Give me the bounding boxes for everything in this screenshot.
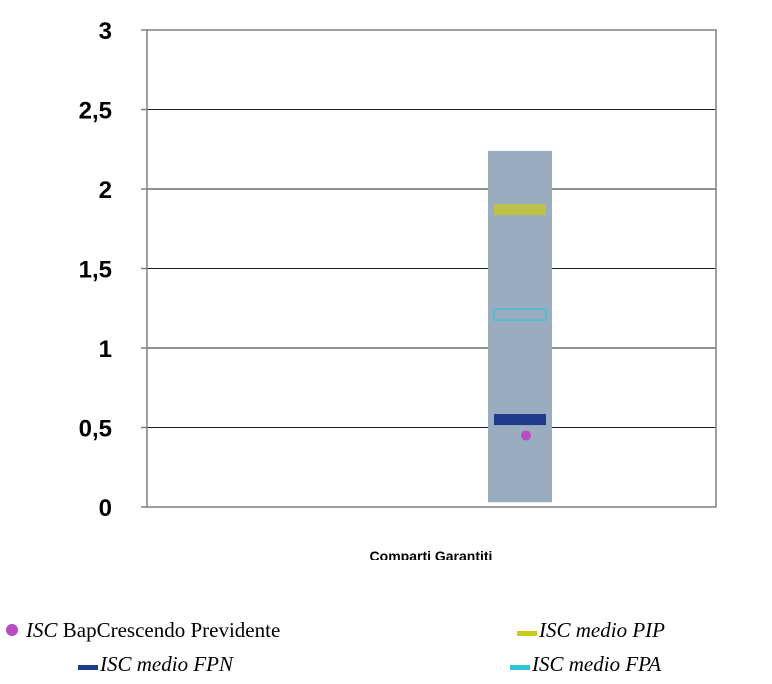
marker-isc-medio-fpn [494, 414, 546, 426]
y-tick-label: 1,5 [79, 257, 112, 284]
legend-label: BapCrescendo Previdente [57, 618, 281, 642]
chart-marks [488, 150, 552, 503]
plot-area [146, 29, 717, 508]
y-tick-label: 1 [99, 336, 112, 363]
range-bar [488, 150, 552, 503]
y-tick-label: 2,5 [79, 98, 112, 125]
legend-item-isc-medio-fpn: ISC medio FPN [78, 652, 233, 677]
legend-bar-icon [517, 630, 537, 636]
legend-bar-icon [510, 664, 530, 670]
marker-isc-medio-pip [494, 204, 546, 216]
y-tick-label: 2 [99, 177, 112, 204]
legend-item-isc-medio-fpa: ISC medio FPA [510, 652, 661, 677]
legend-bar-icon [78, 664, 98, 670]
chart: 0 0,5 1 1,5 2 2,5 3 Comparti Garantiti [79, 18, 717, 560]
legend-label: ISC medio PIP [539, 618, 665, 642]
gridlines [147, 29, 716, 508]
legend-label: ISC medio FPA [532, 652, 662, 676]
y-tick-label: 3 [99, 18, 112, 45]
legend-label-prefix: ISC [26, 618, 58, 642]
y-tick-label: 0 [99, 495, 112, 522]
y-axis-ticks: 0 0,5 1 1,5 2 2,5 3 [79, 18, 147, 522]
y-tick-label: 0,5 [79, 416, 112, 443]
legend-label: ISC medio FPN [100, 652, 233, 676]
legend-dot-icon [6, 624, 18, 637]
point-isc-bapcrescendo [521, 430, 531, 441]
x-axis-label: Comparti Garantiti [370, 548, 493, 560]
legend-item-isc-medio-pip: ISC medio PIP [517, 618, 665, 643]
marker-isc-medio-fpa [493, 308, 547, 321]
legend-item-isc-bapcrescendo: ISC BapCrescendo Previdente [6, 618, 280, 643]
